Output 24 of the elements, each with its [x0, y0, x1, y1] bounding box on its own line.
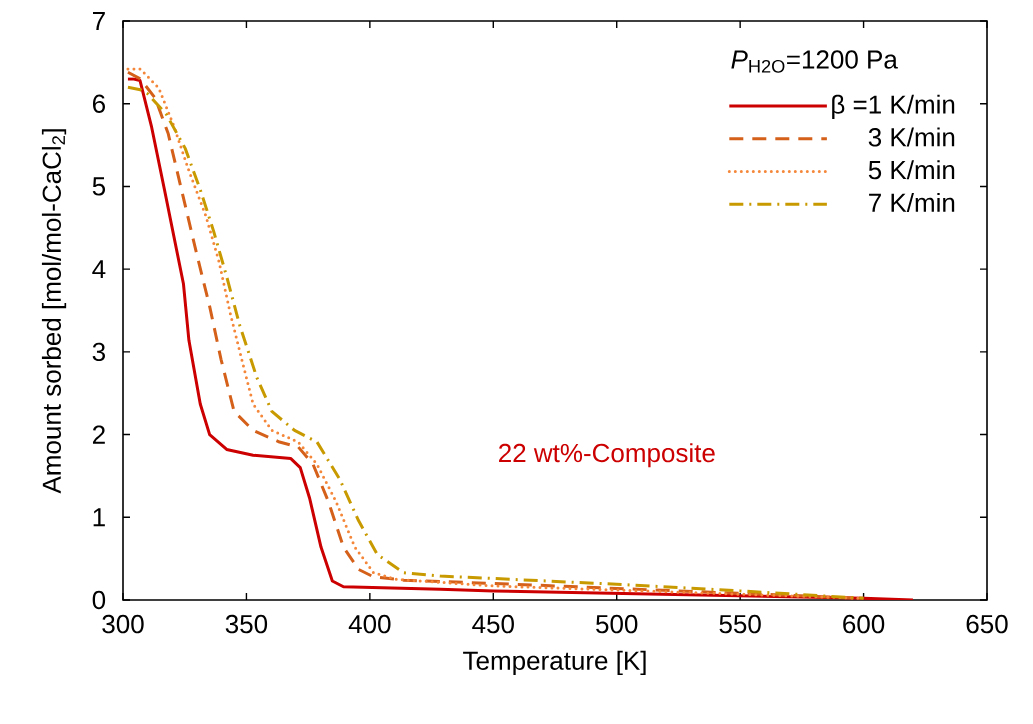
x-tick-label: 500: [596, 614, 638, 634]
y-tick-label: 4: [92, 260, 106, 279]
x-tick-label: 600: [843, 614, 885, 634]
annotation: 22 wt%-Composite: [499, 443, 715, 468]
x-tick-label: 400: [348, 614, 391, 634]
x-tick-label: 350: [225, 614, 268, 634]
x-tick-label: 650: [966, 614, 1008, 634]
x-tick-label: 300: [102, 614, 144, 634]
legend-label: 5 K/min: [868, 160, 955, 180]
x-axis-title: Temperature [K]: [463, 650, 646, 676]
y-tick-label: 6: [92, 94, 105, 113]
y-tick-label: 5: [92, 177, 106, 196]
x-tick-label: 550: [719, 614, 761, 634]
y-tick-label: 2: [92, 425, 105, 444]
y-axis-title: Amount sorbed [mol/mol-CaCl$_{2}$]: [41, 129, 67, 494]
y-tick-label: 1: [93, 508, 105, 527]
legend-label: β =1 K/min: [832, 94, 955, 119]
annotation: P$_{H2O}$=1200 Pa: [731, 50, 898, 73]
legend-label: 7 K/min: [869, 192, 955, 212]
y-tick-label: 7: [93, 12, 105, 30]
y-tick-label: 3: [92, 342, 105, 362]
y-tick-label: 0: [92, 590, 106, 610]
legend-label: 3 K/min: [868, 127, 955, 147]
x-tick-label: 450: [472, 614, 514, 634]
